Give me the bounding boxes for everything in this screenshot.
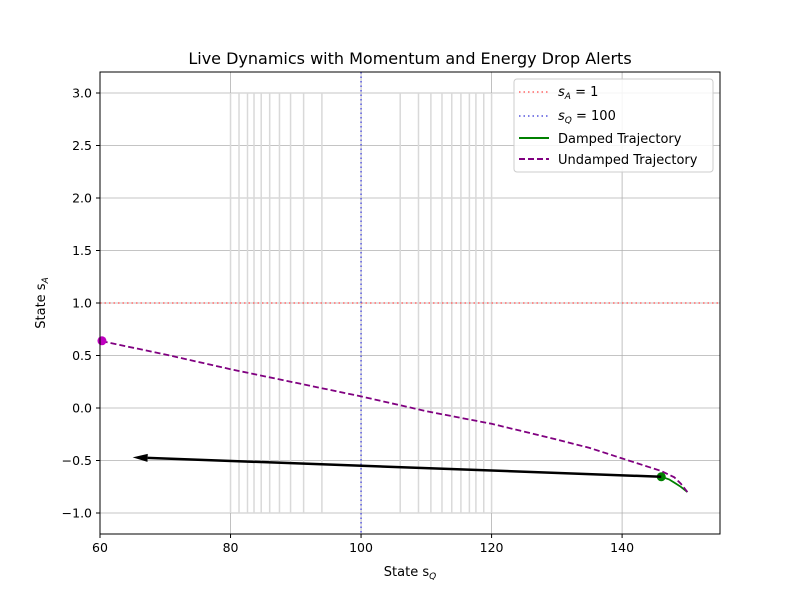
plot-area [97,72,720,534]
legend-label-sa-line: sA = 1 [558,85,598,102]
chart-title: Live Dynamics with Momentum and Energy D… [188,49,631,68]
plot-frame [99,71,721,535]
legend-box [513,78,714,173]
arrow [132,453,662,479]
legend: sA = 1 sQ = 100 Damped Trajectory Undamp… [513,78,714,173]
y-axis-title: State sA [34,277,51,329]
y-tick-label-4: 1.0 [72,296,92,311]
legend-label-undamped: Undamped Trajectory [558,153,698,168]
x-axis-title-sub: Q [429,572,436,582]
y-tick-label-1: −0.5 [62,453,92,468]
x-tick-label-4: 140 [610,540,634,555]
legend-label-damped: Damped Trajectory [558,132,682,147]
y-tick-label-0: −1.0 [62,506,92,521]
x-axis-title: State sQ [384,565,436,582]
y-tick-label-7: 2.5 [72,138,92,153]
series-line-1 [99,339,689,493]
y-ticks: −1.0 −0.5 0.0 0.5 1.0 1.5 2.0 2.5 3.0 [62,86,100,521]
y-tick-label-8: 3.0 [72,86,92,101]
x-ticks: 60 80 100 120 140 [92,534,634,555]
y-tick-label-5: 1.5 [72,243,92,258]
arrow-head [132,453,148,462]
x-tick-label-2: 100 [349,540,373,555]
x-tick-label-3: 120 [480,540,504,555]
x-tick-label-0: 60 [92,540,108,555]
y-tick-label-3: 0.5 [72,348,92,363]
x-tick-label-1: 80 [223,540,239,555]
y-axis-title-sub: A [41,277,51,284]
reference-lines [100,72,720,534]
y-tick-label-6: 2.0 [72,191,92,206]
arrow-shaft [147,456,662,479]
y-tick-label-2: 0.0 [72,401,92,416]
marker-1 [97,336,107,346]
legend-label-sq-line: sQ = 100 [558,109,616,126]
